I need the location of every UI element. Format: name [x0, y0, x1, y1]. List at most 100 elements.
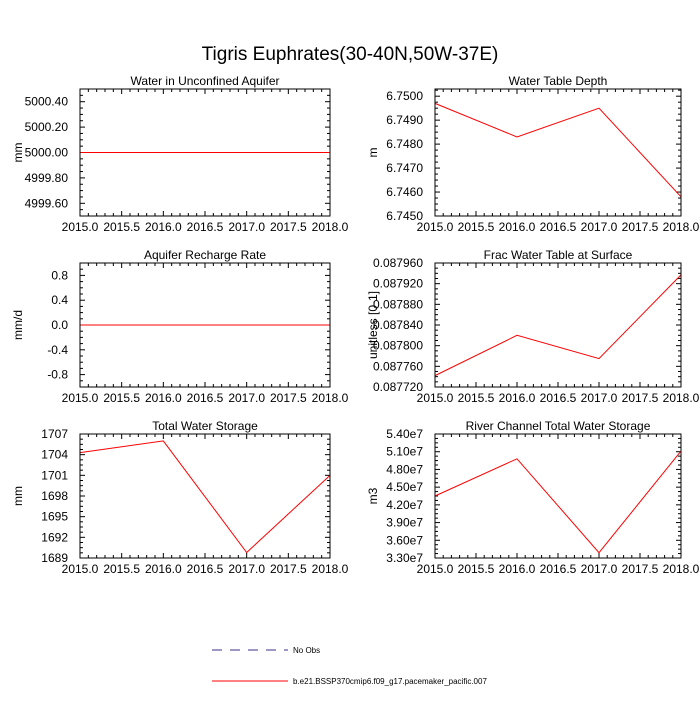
x-tick-label: 2017.5: [270, 562, 307, 576]
legend-label-no-obs: No Obs: [293, 646, 320, 655]
panel-3: Aquifer Recharge Rate mm/d 2015.0 2015.5 201…: [11, 248, 349, 405]
plot-frame: [79, 262, 331, 388]
figure-title: Tigris Euphrates(30-40N,50W-37E): [202, 44, 499, 65]
y-axis-label: m: [366, 148, 380, 158]
y-tick-label: 6.7480: [386, 137, 423, 151]
y-tick-label: 0.8: [51, 268, 68, 282]
x-tick-label: 2015.0: [62, 562, 99, 576]
x-tick-label: 2015.0: [417, 391, 454, 405]
y-tick-label: 0.0: [51, 318, 68, 332]
x-tick-label: 2018.0: [663, 391, 700, 405]
x-tick-label: 2015.5: [458, 391, 495, 405]
y-tick-label: 0.087920: [373, 277, 423, 291]
y-axis-label: m3: [366, 487, 380, 504]
series-line: [79, 440, 331, 554]
y-tick-label: 4.50e7: [386, 480, 423, 494]
y-tick-label: 4999.80: [25, 171, 69, 185]
x-tick-label: 2018.0: [312, 562, 349, 576]
x-tick-label: 2016.0: [499, 220, 536, 234]
legend-label-model: b.e21.BSSP370cmip6.f09_g17.pacemaker_pac…: [293, 677, 487, 686]
x-tick-label: 2017.5: [270, 220, 307, 234]
x-tick-label: 2015.5: [103, 391, 140, 405]
x-tick-label: 2015.5: [458, 562, 495, 576]
panel-title: Frac Water Table at Surface: [484, 248, 633, 262]
y-tick-label: 3.60e7: [386, 533, 423, 547]
panel-2: Water Table Depth m 2015.0 2015.5 2016.0 2016…: [366, 74, 700, 234]
legend: No Obs b.e21.BSSP370cmip6.f09_g17.pacema…: [212, 646, 487, 686]
y-tick-label: 0.4: [51, 293, 68, 307]
y-tick-label: 1707: [41, 427, 68, 441]
x-tick-label: 2017.5: [622, 562, 659, 576]
y-tick-label: 1704: [41, 448, 68, 462]
y-tick-label: 6.7460: [386, 185, 423, 199]
x-tick-label: 2017.0: [228, 562, 265, 576]
y-tick-label: 0.087840: [373, 318, 423, 332]
x-tick-label: 2015.5: [103, 562, 140, 576]
y-tick-label: 1692: [41, 530, 68, 544]
plot-frame: [434, 88, 682, 217]
y-tick-label: 1689: [41, 551, 68, 565]
panel-title: Water Table Depth: [509, 74, 608, 88]
y-tick-label: 3.90e7: [386, 516, 423, 530]
x-tick-label: 2016.0: [499, 562, 536, 576]
panel-6: River Channel Total Water Storage m3 2015.…: [366, 419, 700, 576]
y-tick-label: -0.4: [47, 343, 68, 357]
panel-title: Aquifer Recharge Rate: [144, 248, 266, 262]
x-tick-label: 2017.0: [228, 391, 265, 405]
y-tick-label: 4.20e7: [386, 498, 423, 512]
x-tick-label: 2018.0: [663, 562, 700, 576]
y-tick-label: 5000.20: [25, 120, 69, 134]
x-tick-label: 2016.5: [187, 391, 224, 405]
panels: Water in Unconfined Aquifer mm 2015.0 2015.…: [11, 74, 700, 576]
panel-title: River Channel Total Water Storage: [466, 419, 651, 433]
x-tick-label: 2018.0: [312, 391, 349, 405]
x-tick-label: 2015.0: [62, 391, 99, 405]
y-tick-label: 4999.60: [25, 196, 69, 210]
y-tick-label: 1701: [41, 468, 68, 482]
series-line: [434, 274, 682, 377]
x-tick-label: 2018.0: [312, 220, 349, 234]
x-tick-label: 2017.5: [622, 220, 659, 234]
y-tick-label: 0.087720: [373, 380, 423, 394]
panel-1: Water in Unconfined Aquifer mm 2015.0 2015.…: [11, 74, 349, 234]
x-tick-label: 2016.5: [540, 220, 577, 234]
y-tick-label: 1695: [41, 510, 68, 524]
x-tick-label: 2016.0: [145, 220, 182, 234]
series-line: [434, 102, 682, 198]
panel-5: Total Water Storage mm 2015.0 2015.5 2016.0 2…: [11, 419, 349, 576]
y-tick-label: 6.7490: [386, 113, 423, 127]
x-tick-label: 2016.0: [145, 391, 182, 405]
plot-frame: [434, 262, 682, 388]
x-tick-label: 2017.5: [622, 391, 659, 405]
x-tick-label: 2015.0: [417, 220, 454, 234]
x-tick-label: 2017.0: [581, 391, 618, 405]
y-tick-label: 6.7500: [386, 89, 423, 103]
x-tick-label: 2016.5: [540, 391, 577, 405]
y-tick-label: 5000.00: [25, 146, 69, 160]
series-line: [434, 450, 682, 554]
x-tick-label: 2016.5: [187, 220, 224, 234]
y-tick-label: 5.40e7: [386, 427, 423, 441]
y-tick-label: 0.087760: [373, 359, 423, 373]
x-tick-label: 2017.0: [581, 220, 618, 234]
panel-title: Total Water Storage: [152, 419, 258, 433]
x-tick-label: 2016.0: [499, 391, 536, 405]
y-tick-label: 6.7470: [386, 161, 423, 175]
y-axis-label: mm/d: [11, 310, 25, 340]
x-tick-label: 2015.5: [458, 220, 495, 234]
y-axis-label: unitless [0-1]: [366, 291, 380, 359]
x-tick-label: 2015.5: [103, 220, 140, 234]
x-tick-label: 2016.5: [187, 562, 224, 576]
plot-frame: [434, 433, 682, 559]
x-tick-label: 2015.0: [417, 562, 454, 576]
y-tick-label: 5000.40: [25, 95, 69, 109]
x-tick-label: 2015.0: [62, 220, 99, 234]
y-tick-label: 5.10e7: [386, 445, 423, 459]
y-axis-label: mm: [11, 143, 25, 163]
x-tick-label: 2017.5: [270, 391, 307, 405]
x-tick-label: 2016.0: [145, 562, 182, 576]
y-axis-label: mm: [11, 486, 25, 506]
x-tick-label: 2016.5: [540, 562, 577, 576]
panel-title: Water in Unconfined Aquifer: [131, 74, 280, 88]
